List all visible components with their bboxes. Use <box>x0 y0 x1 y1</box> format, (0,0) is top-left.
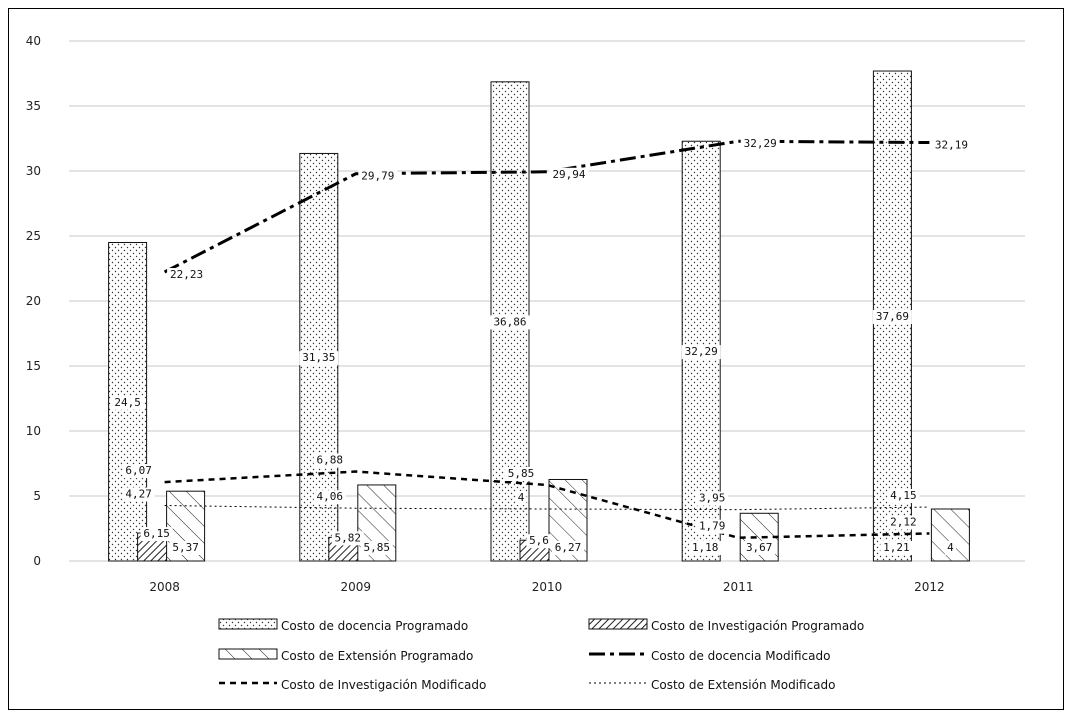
data-label-bg <box>872 310 912 325</box>
legend-label: Costo de Extensión Modificado <box>651 678 836 692</box>
y-tick-label: 40 <box>26 34 41 48</box>
data-label-bg <box>122 464 155 479</box>
data-label: 29,94 <box>552 168 585 181</box>
data-label: 2,12 <box>890 515 917 528</box>
data-label: 4 <box>947 541 954 554</box>
data-label-bg <box>740 137 780 152</box>
legend: Costo de docencia Programado Costo de Inv… <box>218 618 864 692</box>
data-label-bg <box>887 489 920 504</box>
data-label: 4,06 <box>317 490 344 503</box>
data-label-bg <box>526 534 552 549</box>
data-label: 3,95 <box>699 492 726 505</box>
y-tick-label: 20 <box>26 294 41 308</box>
legend-label: Costo de docencia Modificado <box>651 649 830 663</box>
data-label: 6,27 <box>555 541 582 554</box>
data-label: 32,29 <box>685 345 718 358</box>
data-label-bg <box>696 491 729 506</box>
bar-line-chart: 0 5 10 15 20 25 30 35 40 2008 2009 2010 2011 2012 24… <box>26 34 1025 692</box>
data-label: 5,37 <box>172 541 199 554</box>
x-tick-label: 2008 <box>149 580 180 594</box>
data-label: 5,6 <box>529 534 549 547</box>
bars <box>108 70 970 562</box>
series-line <box>163 139 930 274</box>
data-label-bg <box>887 515 920 530</box>
series-line <box>164 504 930 511</box>
legend-swatch <box>588 618 648 630</box>
x-tick-label: 2009 <box>341 580 372 594</box>
y-tick-label: 30 <box>26 164 41 178</box>
data-label-bg <box>331 531 364 546</box>
data-label-bg <box>313 453 346 468</box>
data-label: 3,67 <box>746 541 773 554</box>
y-tick-label: 15 <box>26 359 41 373</box>
x-axis: 2008 2009 2010 2011 2012 <box>149 580 944 594</box>
x-tick-label: 2010 <box>532 580 563 594</box>
legend-label: Costo de Investigación Modificado <box>281 678 486 692</box>
data-label: 31,35 <box>302 351 335 364</box>
gridlines <box>69 40 1025 562</box>
x-tick-label: 2011 <box>723 580 754 594</box>
data-label-bg <box>880 541 913 555</box>
data-label-bg <box>743 541 776 555</box>
data-label: 4,27 <box>125 487 152 500</box>
data-label: 22,23 <box>170 268 203 281</box>
data-label-bg <box>931 138 971 153</box>
data-label-bg <box>122 487 155 502</box>
data-label: 6,07 <box>125 464 152 477</box>
y-axis: 0 5 10 15 20 25 30 35 40 <box>26 34 41 568</box>
data-label: 37,69 <box>876 310 909 323</box>
y-tick-label: 25 <box>26 229 41 243</box>
data-label: 1,18 <box>692 541 719 554</box>
data-label: 1,79 <box>699 520 726 533</box>
data-label-bg <box>111 395 144 410</box>
data-label-bg <box>140 527 173 542</box>
data-label-bg <box>944 541 956 555</box>
y-tick-label: 35 <box>26 99 41 113</box>
data-label-bg <box>169 541 202 555</box>
data-label-bg <box>358 169 398 184</box>
data-label-bg <box>505 466 537 481</box>
data-labels: 24,5 31,35 36,86 32,29 37,69 6,15 5,82 5,6 5,37 5… <box>111 137 971 555</box>
chart-frame: 0 5 10 15 20 25 30 35 40 2008 2009 2010 2011 2012 24… <box>8 8 1064 710</box>
data-label: 4 <box>518 491 525 504</box>
data-label: 6,15 <box>143 527 170 540</box>
data-label-bg <box>549 167 589 182</box>
data-label: 29,79 <box>361 170 394 183</box>
data-label: 1,21 <box>883 541 910 554</box>
y-tick-label: 10 <box>26 424 41 438</box>
data-label-bg <box>552 541 584 555</box>
x-tick-label: 2012 <box>914 580 945 594</box>
data-label-bg <box>515 491 527 505</box>
data-label: 32,29 <box>744 137 777 150</box>
legend-swatch <box>218 618 278 630</box>
legend-swatch <box>218 648 278 660</box>
data-label-bg <box>360 541 393 555</box>
series-line <box>164 470 930 539</box>
legend-label: Costo de docencia Programado <box>281 619 468 633</box>
data-label-bg <box>490 315 530 330</box>
data-label: 32,19 <box>935 139 968 152</box>
data-label: 4,15 <box>890 489 917 502</box>
data-label-bg <box>689 541 722 555</box>
data-label-bg <box>696 519 729 534</box>
data-label-bg <box>681 345 721 360</box>
data-label: 6,88 <box>317 454 344 467</box>
data-label-bg <box>313 490 346 505</box>
data-label: 5,85 <box>508 467 535 480</box>
data-label-bg <box>299 351 339 366</box>
data-label: 5,82 <box>335 531 362 544</box>
series-lines <box>163 139 930 539</box>
data-label: 24,5 <box>114 396 141 409</box>
legend-label: Costo de Investigación Programado <box>651 619 864 633</box>
y-tick-label: 0 <box>33 554 41 568</box>
data-label: 5,85 <box>364 541 391 554</box>
data-label-bg <box>167 268 207 283</box>
y-tick-label: 5 <box>33 489 41 503</box>
legend-label: Costo de Extensión Programado <box>281 649 473 663</box>
data-label: 36,86 <box>493 315 526 328</box>
